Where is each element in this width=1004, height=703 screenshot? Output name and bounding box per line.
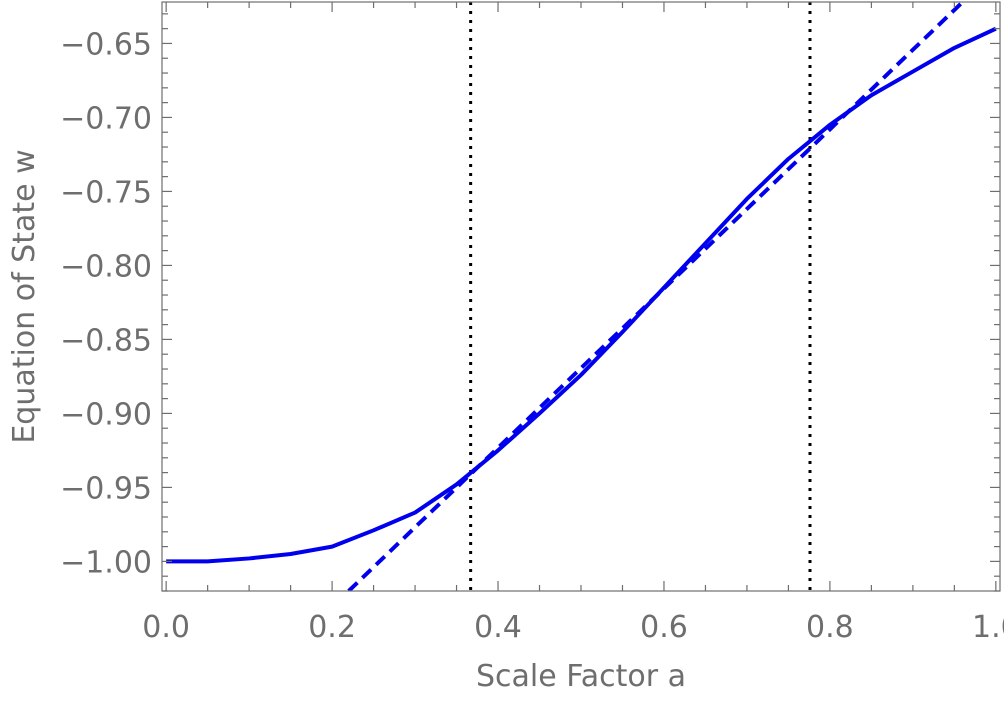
y-tick-label: −1.00 (60, 545, 152, 580)
x-tick-label: 1.0 (972, 610, 1004, 645)
y-tick-label: −0.95 (60, 471, 152, 506)
axes: 0.0 0.2 0.4 0.6 0.8 1.0 −1.00 −0.95 −0.90 −0.85 −0… (60, 1, 1004, 645)
x-tick-label: 0.8 (806, 610, 854, 645)
plot-data-group (166, 2, 997, 591)
y-axis-title: Equation of State w (7, 149, 42, 443)
y-tick-label: −0.75 (60, 175, 152, 210)
plot-frame (161, 1, 1001, 592)
y-tick-label: −0.70 (60, 101, 152, 136)
x-tick-label: 0.4 (474, 610, 522, 645)
y-tick-label: −0.65 (60, 27, 152, 62)
y-tick-label: −0.90 (60, 397, 152, 432)
solid-series-line (166, 26, 997, 564)
x-tick-label: 0.0 (142, 610, 190, 645)
y-tick-label: −0.80 (60, 249, 152, 284)
dashed-series-line (347, 2, 965, 591)
x-axis-title: Scale Factor a (476, 659, 686, 694)
y-tick-label: −0.85 (60, 323, 152, 358)
x-tick-label: 0.6 (640, 610, 688, 645)
plot-area (166, 2, 997, 591)
x-tick-label: 0.2 (308, 610, 356, 645)
